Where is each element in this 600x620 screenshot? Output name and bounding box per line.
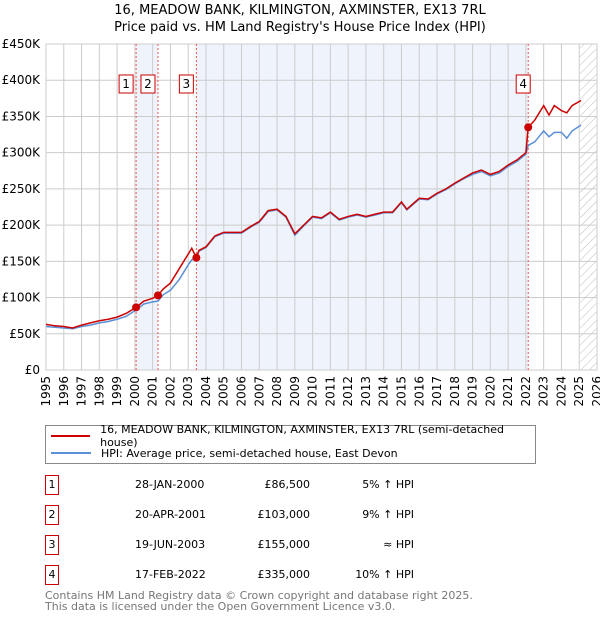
sale-hpi: 5% ↑ HPI [362, 478, 414, 491]
sale-point [192, 253, 201, 262]
sale-label: 1 [122, 77, 130, 91]
sale-label-box [178, 74, 194, 94]
x-tick-label: 2021 [501, 376, 515, 407]
sale-date: 17-FEB-2022 [135, 568, 206, 581]
y-tick-label: £200K [2, 218, 42, 232]
sale-num: 1 [45, 475, 59, 495]
shaded-range [196, 44, 529, 370]
x-tick-label: 2023 [537, 376, 551, 407]
sale-date: 20-APR-2001 [135, 508, 207, 521]
sale-num: 3 [45, 535, 59, 555]
x-tick-label: 2009 [288, 376, 302, 407]
sale-row: 3 19-JUN-2003 £155,000 ≈ HPI [45, 535, 414, 555]
x-tick-label: 2001 [146, 376, 160, 407]
y-tick-label: £350K [2, 109, 42, 123]
legend-label: HPI: Average price, semi-detached house,… [101, 446, 398, 460]
x-tick-label: 2020 [483, 376, 497, 407]
sale-label: 2 [144, 77, 152, 91]
sale-label-box [118, 74, 134, 94]
legend-label: 16, MEADOW BANK, KILMINGTON, AXMINSTER, … [100, 423, 505, 449]
x-tick-label: 2026 [590, 376, 600, 407]
sale-row: 4 17-FEB-2022 £335,000 10% ↑ HPI [45, 565, 414, 585]
y-tick-label: £250K [2, 182, 42, 196]
legend-item-hpi: HPI: Average price, semi-detached house,… [51, 445, 398, 461]
x-tick-label: 2004 [199, 376, 213, 407]
sale-price: £103,000 [257, 508, 311, 521]
x-tick-label: 2007 [252, 376, 266, 407]
sale-row: 2 20-APR-2001 £103,000 9% ↑ HPI [45, 505, 414, 525]
sale-row: 1 28-JAN-2000 £86,500 5% ↑ HPI [45, 475, 414, 495]
plot: £0 £50K £100K £150K £200K £250K £300K £350K £400… [2, 37, 600, 407]
forecast-hatch [580, 44, 597, 370]
legend-swatch-blue [51, 452, 91, 454]
x-tick-label: 2010 [306, 376, 320, 407]
sale-num: 4 [45, 565, 59, 585]
sale-date: 28-JAN-2000 [135, 478, 205, 491]
sale-num: 2 [45, 505, 59, 525]
x-tick-label: 2025 [572, 376, 586, 407]
footer-line: Contains HM Land Registry data © Crown c… [45, 589, 473, 602]
y-tick-label: £0 [25, 363, 40, 377]
sale-label: 3 [183, 77, 191, 91]
x-tick-label: 2018 [448, 376, 462, 407]
x-tick-label: 2006 [235, 376, 249, 407]
x-tick-label: 2003 [181, 376, 195, 407]
x-tick-label: 2005 [217, 376, 231, 407]
x-tick-label: 1998 [92, 376, 106, 407]
legend-swatch-red [51, 435, 91, 437]
sale-label-box [140, 74, 156, 94]
y-tick-label: £450K [2, 37, 42, 51]
chart-title: 16, MEADOW BANK, KILMINGTON, AXMINSTER, … [114, 3, 486, 18]
y-tick-label: £100K [2, 291, 42, 305]
legend-item-property: 16, MEADOW BANK, KILMINGTON, AXMINSTER, … [51, 423, 535, 449]
sale-price: £86,500 [264, 478, 311, 491]
sale-point [132, 303, 141, 312]
y-tick-label: £150K [2, 254, 42, 268]
x-tick-label: 2002 [163, 376, 177, 407]
sale-hpi: ≈ HPI [383, 538, 414, 551]
sale-date: 19-JUN-2003 [135, 538, 206, 551]
sale-price: £335,000 [257, 568, 311, 581]
x-tick-label: 2008 [270, 376, 284, 407]
y-tick-label: £300K [2, 146, 42, 160]
sale-hpi: 9% ↑ HPI [362, 508, 414, 521]
footer: Contains HM Land Registry data © Crown c… [45, 590, 473, 612]
y-tick-label: £50K [9, 327, 41, 341]
x-tick-label: 2013 [359, 376, 373, 407]
legend: 16, MEADOW BANK, KILMINGTON, AXMINSTER, … [45, 423, 536, 464]
x-tick-label: 1995 [39, 376, 53, 407]
x-tick-label: 1996 [57, 376, 71, 407]
footer-line: This data is licensed under the Open Gov… [45, 600, 396, 613]
sale-point [153, 291, 162, 300]
y-tick-label: £400K [2, 73, 42, 87]
x-tick-label: 2014 [377, 376, 391, 407]
plot-border [45, 43, 598, 371]
sale-hpi: 10% ↑ HPI [355, 568, 414, 581]
x-tick-label: 2017 [430, 376, 444, 407]
x-tick-label: 2000 [128, 376, 142, 407]
series-line-property [45, 99, 582, 329]
x-tick-label: 1999 [110, 376, 124, 407]
sale-label: 4 [519, 77, 527, 91]
sale-point [524, 123, 533, 132]
x-tick-label: 2015 [394, 376, 408, 407]
x-tick-label: 2022 [519, 376, 533, 407]
x-tick-label: 2011 [323, 376, 337, 407]
x-tick-label: 2012 [341, 376, 355, 407]
x-tick-label: 2024 [554, 376, 568, 407]
chart-subtitle: Price paid vs. HM Land Registry's House … [114, 20, 486, 35]
sale-label-box [515, 74, 531, 94]
sale-price: £155,000 [257, 538, 311, 551]
x-tick-label: 1997 [75, 376, 89, 407]
x-tick-label: 2019 [466, 376, 480, 407]
x-tick-label: 2016 [412, 376, 426, 407]
